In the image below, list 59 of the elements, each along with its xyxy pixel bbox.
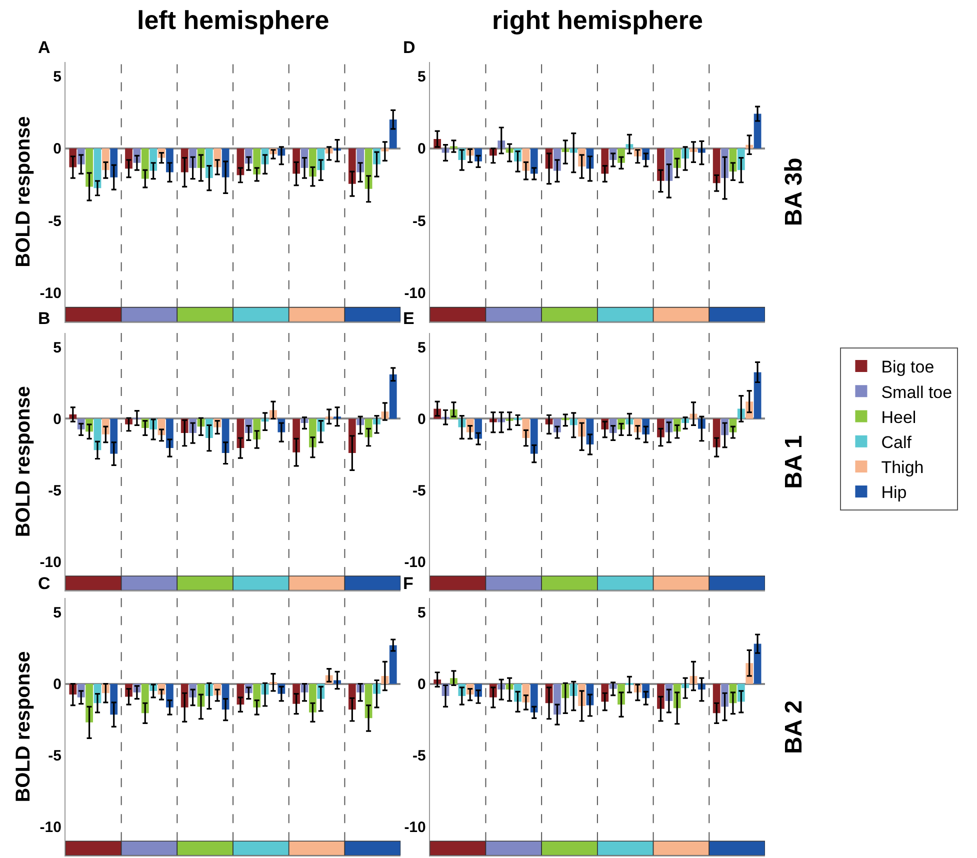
legend-label: Thigh bbox=[881, 458, 924, 478]
text: C bbox=[38, 574, 50, 593]
text: D bbox=[403, 38, 416, 57]
text: F bbox=[403, 574, 414, 593]
y-axis-title: BOLD response bbox=[12, 651, 34, 802]
legend-label: Big toe bbox=[881, 358, 934, 377]
y-tick-label: -10 bbox=[404, 285, 426, 302]
y-tick-label: -10 bbox=[40, 819, 62, 836]
y-tick-label: -5 bbox=[48, 212, 62, 230]
legend-label: Hip bbox=[881, 483, 907, 502]
y-tick-label: 0 bbox=[53, 410, 62, 428]
y-tick-label: 0 bbox=[418, 676, 426, 694]
chart-title: right hemisphere bbox=[492, 5, 703, 35]
text: E bbox=[403, 309, 414, 328]
legend-label: Calf bbox=[881, 432, 912, 452]
bar bbox=[309, 684, 316, 712]
y-tick-label: 5 bbox=[53, 339, 62, 356]
bar bbox=[166, 684, 174, 708]
y-tick-label: 0 bbox=[53, 676, 62, 694]
text: BA 1 bbox=[780, 435, 808, 489]
bar bbox=[712, 418, 720, 448]
y-tick-label: -5 bbox=[48, 748, 62, 765]
y-tick-label: -5 bbox=[412, 748, 426, 765]
y-tick-label: 5 bbox=[418, 604, 426, 622]
bar bbox=[657, 148, 664, 181]
bar bbox=[389, 374, 397, 419]
legend-label: Small toe bbox=[881, 382, 952, 402]
y-tick-label: 0 bbox=[418, 410, 426, 428]
bar bbox=[712, 148, 720, 184]
bar bbox=[554, 684, 561, 715]
bar bbox=[110, 418, 118, 454]
text: BA 3b bbox=[780, 158, 808, 226]
y-axis-title: BOLD response bbox=[12, 116, 34, 268]
bar bbox=[530, 148, 538, 174]
y-tick-label: -10 bbox=[40, 554, 62, 571]
text: B bbox=[38, 309, 50, 328]
bar bbox=[530, 418, 538, 454]
y-tick-label: -5 bbox=[48, 482, 62, 500]
y-tick-label: 5 bbox=[418, 339, 426, 356]
bar bbox=[309, 418, 316, 448]
y-tick-label: 5 bbox=[53, 68, 62, 86]
bar bbox=[389, 645, 397, 684]
legend-label: Heel bbox=[881, 408, 916, 427]
y-tick-label: 0 bbox=[53, 140, 62, 158]
bar bbox=[530, 684, 538, 712]
y-axis-title: BOLD response bbox=[12, 386, 34, 538]
y-tick-label: -10 bbox=[404, 819, 426, 836]
chart-title: left hemisphere bbox=[137, 5, 330, 35]
y-tick-label: -5 bbox=[412, 212, 426, 230]
y-tick-label: 0 bbox=[418, 140, 426, 158]
y-tick-label: -10 bbox=[40, 285, 62, 302]
y-tick-label: -10 bbox=[404, 554, 426, 571]
bar bbox=[166, 418, 174, 448]
bar bbox=[253, 684, 261, 708]
text: BA 2 bbox=[780, 700, 808, 754]
text: A bbox=[38, 38, 50, 57]
y-tick-label: -5 bbox=[412, 482, 426, 500]
y-tick-label: 5 bbox=[53, 604, 62, 622]
y-tick-label: 5 bbox=[418, 68, 426, 86]
